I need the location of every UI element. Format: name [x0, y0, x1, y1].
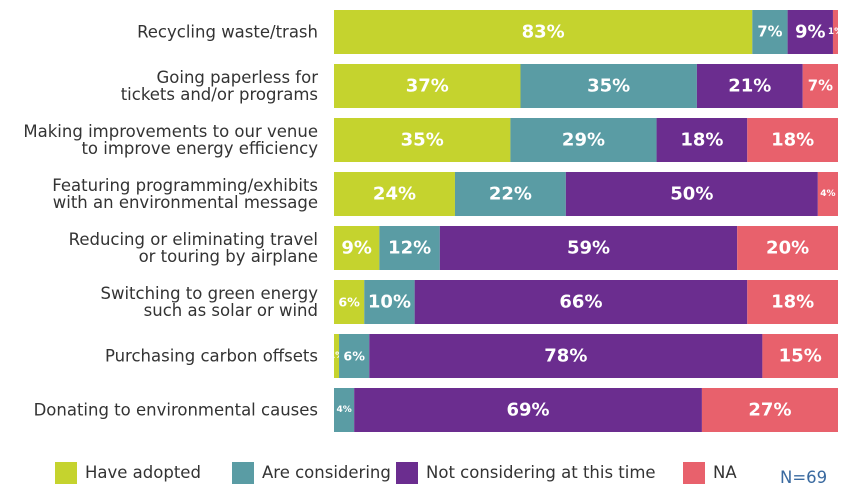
bar-segment: [339, 334, 370, 378]
bar-segment: [565, 172, 818, 216]
value-label: 10%: [368, 292, 411, 313]
bar-segment: [334, 118, 511, 162]
bar-segment: [364, 280, 415, 324]
value-label: 66%: [559, 292, 602, 313]
bar-segment: [334, 172, 455, 216]
bar-segment: [354, 388, 702, 432]
value-label: 1%: [329, 351, 344, 361]
bar-segment: [439, 226, 738, 270]
value-label: 59%: [567, 238, 610, 259]
category-label: Purchasing carbon offsets: [104, 346, 318, 366]
value-label: 29%: [562, 130, 605, 151]
value-label: 20%: [766, 238, 809, 259]
bar-segment: [334, 280, 365, 324]
legend-label: Have adopted: [85, 463, 201, 482]
bar-segment: [379, 226, 440, 270]
bar-segment: [510, 118, 657, 162]
value-label: 35%: [401, 130, 444, 151]
bar-segment: [334, 64, 521, 108]
annotation: N=69: [780, 468, 828, 487]
value-label: 4%: [820, 189, 835, 199]
category-label: Recycling waste/trash: [137, 22, 318, 42]
bar-segment: [369, 334, 763, 378]
value-label: 7%: [757, 24, 782, 41]
bar-segment: [817, 172, 838, 216]
value-label: 69%: [506, 400, 549, 421]
value-label: 21%: [728, 76, 771, 97]
category-label: Switching to green energy such as solar …: [100, 284, 318, 320]
value-label: 6%: [338, 295, 360, 310]
bar-segment: [656, 118, 748, 162]
value-label: 78%: [544, 346, 587, 367]
value-label: 18%: [771, 130, 814, 151]
legend-swatch: [683, 462, 705, 484]
value-label: 12%: [388, 238, 431, 259]
bar-segment: [334, 388, 355, 432]
bar-segment: [334, 226, 380, 270]
value-label: 50%: [670, 184, 713, 205]
value-label: 6%: [343, 349, 365, 364]
value-label: 1%: [828, 27, 843, 37]
category-label: Reducing or eliminating travel or tourin…: [68, 230, 318, 266]
value-label: 35%: [587, 76, 630, 97]
value-label: 24%: [373, 184, 416, 205]
bar-segment: [737, 226, 838, 270]
bar-segment: [787, 10, 833, 54]
value-label: 18%: [771, 292, 814, 313]
bar-segment: [747, 118, 838, 162]
category-label: Making improvements to our venue to impr…: [23, 122, 318, 158]
legend-swatch: [232, 462, 254, 484]
category-label: Donating to environmental causes: [33, 400, 318, 420]
legend-label: Are considering: [262, 463, 391, 482]
bar-segment: [802, 64, 838, 108]
category-label: Going paperless for tickets and/or progr…: [120, 68, 318, 104]
value-label: 22%: [489, 184, 532, 205]
bar-segment: [414, 280, 748, 324]
legend-swatch: [396, 462, 418, 484]
bar-segment: [752, 10, 788, 54]
bar-segment: [696, 64, 803, 108]
bar-segment: [334, 334, 340, 378]
legend-label: Not considering at this time: [426, 463, 656, 482]
bar-segment: [334, 10, 753, 54]
value-label: 9%: [795, 22, 826, 43]
legend-label: NA: [713, 463, 737, 482]
value-label: 7%: [808, 78, 833, 95]
bar-segment: [832, 10, 838, 54]
bar-segment: [747, 280, 838, 324]
bar-segment: [454, 172, 566, 216]
value-label: 83%: [522, 22, 565, 43]
value-label: 37%: [406, 76, 449, 97]
legend-swatch: [55, 462, 77, 484]
bar-segment: [762, 334, 838, 378]
bar-segment: [701, 388, 838, 432]
value-label: 15%: [779, 346, 822, 367]
value-label: 18%: [680, 130, 723, 151]
category-label: Featuring programming/exhibits with an e…: [52, 176, 318, 212]
value-label: 9%: [341, 238, 372, 259]
value-label: 27%: [748, 400, 791, 421]
value-label: 4%: [336, 405, 351, 415]
bar-segment: [520, 64, 697, 108]
